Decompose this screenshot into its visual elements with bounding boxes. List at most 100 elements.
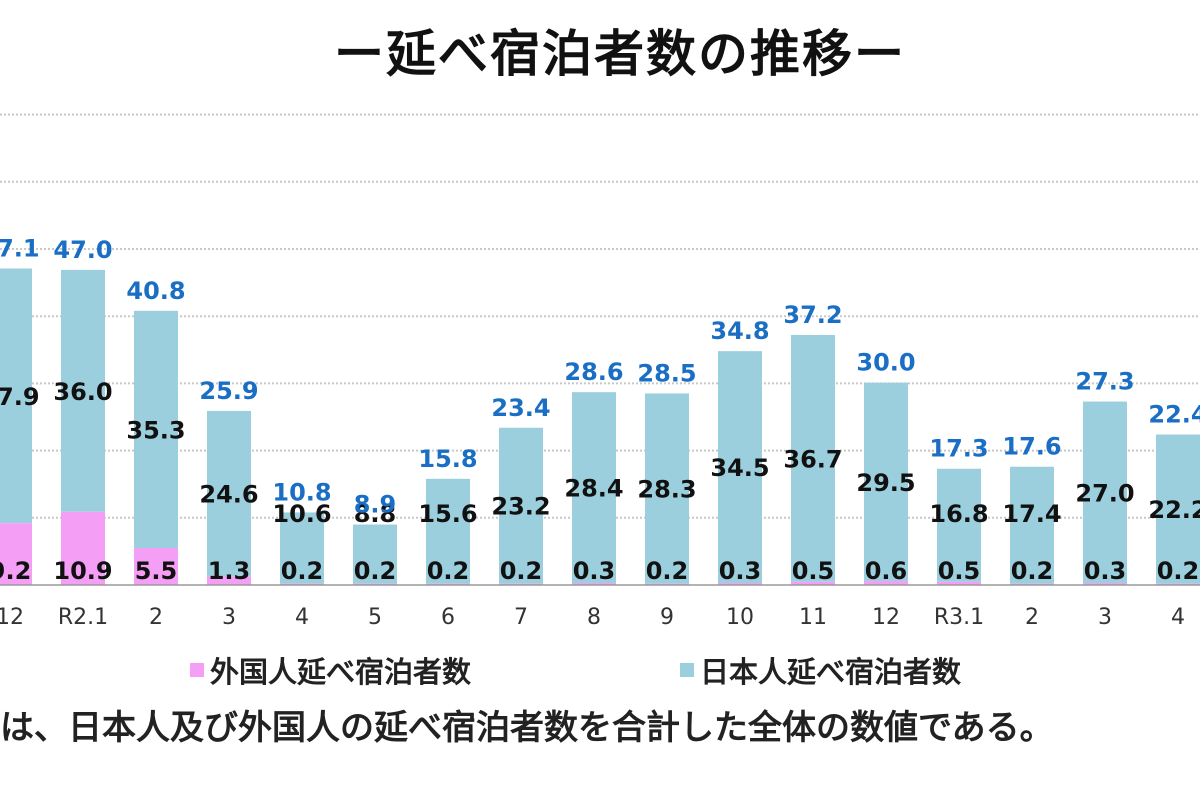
data-label-foreign: 0.2 (354, 557, 397, 585)
data-label-japanese: 27.0 (1075, 479, 1134, 507)
bar-japanese (1083, 401, 1127, 583)
bar-japanese (134, 310, 178, 549)
bar-group: 1.3 24.6 25.9 (199, 377, 259, 585)
bar-foreign (207, 576, 251, 585)
data-label-total: 47.0 (53, 236, 112, 264)
data-label-total: 34.8 (710, 317, 769, 345)
bar-japanese (1156, 434, 1200, 584)
data-label-foreign: 0.6 (865, 557, 908, 585)
data-label-foreign: 0.2 (1157, 557, 1200, 585)
bar-group: 0.5 16.8 17.3 (929, 435, 989, 585)
data-label-japanese: 36.7 (783, 445, 842, 473)
bar-japanese (645, 393, 689, 584)
data-label-japanese: 17.4 (1002, 500, 1061, 528)
bar-groups: 9.2 37.9 47.1 10.9 36.0 47.0 5.5 35.3 40.8 1.3 24.… (0, 234, 1200, 585)
bar-japanese (572, 392, 616, 583)
bar-group: 0.5 36.7 37.2 (783, 301, 843, 585)
bar-japanese (207, 410, 251, 577)
data-label-foreign: 0.2 (1011, 557, 1054, 585)
legend-label-foreign: 外国人延べ宿泊者数 (210, 655, 472, 689)
legend-item-japanese: 日本人延べ宿泊者数 (680, 650, 961, 690)
x-tick-label: 8 (587, 605, 601, 630)
data-label-total: 30.0 (856, 349, 915, 377)
data-label-foreign: 0.5 (938, 557, 981, 585)
data-label-total: 8.9 (354, 491, 397, 519)
data-label-japanese: 28.4 (564, 475, 623, 503)
bar-foreign (1083, 582, 1127, 585)
bar-group: 0.3 27.0 27.3 (1075, 368, 1135, 585)
bar-foreign (791, 581, 835, 585)
data-label-foreign: 0.2 (281, 557, 324, 585)
bar-group: 0.2 23.2 23.4 (491, 394, 551, 585)
x-tick-label: R2.1 (58, 605, 108, 630)
data-label-japanese: 10.6 (272, 500, 331, 528)
bar-group: 0.2 17.4 17.6 (1002, 433, 1062, 585)
x-tick-label: 6 (441, 605, 455, 630)
data-label-total: 40.8 (126, 277, 185, 305)
x-tick-label: 10 (726, 605, 754, 630)
data-label-total: 25.9 (199, 377, 258, 405)
data-label-foreign: 1.3 (208, 557, 251, 585)
data-label-japanese: 24.6 (199, 481, 258, 509)
x-tick-labels: 12 R2.1 2 3 4 5 6 7 8 9 10 11 12 R3.1 2 3 4 (0, 605, 1185, 630)
data-label-japanese: 16.8 (929, 500, 988, 528)
data-label-total: 28.6 (564, 358, 623, 386)
data-label-japanese: 36.0 (53, 378, 112, 406)
data-label-japanese: 22.2 (1148, 496, 1200, 524)
data-label-total: 17.3 (929, 435, 988, 463)
x-tick-label: 5 (368, 605, 382, 630)
x-tick-label: 12 (0, 605, 24, 630)
legend-label-japanese: 日本人延べ宿泊者数 (700, 655, 962, 689)
x-tick-label: 2 (149, 605, 163, 630)
bar-group: 0.2 10.610.8 (272, 478, 332, 585)
data-label-foreign: 5.5 (135, 557, 178, 585)
bar-japanese (0, 268, 32, 524)
x-tick-label: 3 (1098, 605, 1112, 630)
x-tick-label: 4 (1171, 605, 1185, 630)
data-label-foreign: 10.9 (53, 557, 112, 585)
data-label-total: 10.8 (272, 478, 331, 506)
data-label-japanese: 23.2 (491, 493, 550, 521)
data-label-foreign: 9.2 (0, 557, 31, 585)
legend-item-foreign: 外国人延べ宿泊者数 (190, 650, 471, 690)
bar-foreign (718, 582, 762, 585)
data-label-total: 17.6 (1002, 433, 1061, 461)
bar-group: 0.6 29.5 30.0 (856, 349, 916, 585)
data-label-total: 27.3 (1075, 368, 1134, 396)
bar-group: 0.2 28.3 28.5 (637, 359, 697, 585)
data-label-japanese: 29.5 (856, 469, 915, 497)
data-label-total: 37.2 (783, 301, 842, 329)
x-tick-label: 4 (295, 605, 309, 630)
bar-foreign (0, 523, 32, 585)
data-label-japanese: 34.5 (710, 454, 769, 482)
data-label-japanese: 8.8 (354, 500, 397, 528)
data-label-japanese: 37.9 (0, 383, 40, 411)
x-tick-label: 7 (514, 605, 528, 630)
data-label-japanese: 15.6 (418, 500, 477, 528)
bar-group: 10.9 36.0 47.0 (53, 236, 113, 585)
data-label-total: 15.8 (418, 445, 477, 473)
bar-group: 5.5 35.3 40.8 (126, 277, 186, 585)
x-tick-label: 12 (872, 605, 900, 630)
x-tick-label: R3.1 (934, 605, 984, 630)
bar-foreign (572, 582, 616, 585)
bar-foreign (61, 511, 105, 585)
data-label-foreign: 0.2 (646, 557, 689, 585)
legend-swatch-japanese (680, 663, 694, 677)
data-label-japanese: 35.3 (126, 416, 185, 444)
bar-foreign (937, 581, 981, 585)
bar-foreign (864, 580, 908, 585)
data-label-foreign: 0.3 (719, 557, 762, 585)
bar-japanese (280, 512, 324, 584)
footnote: は、日本人及び外国人の延べ宿泊者数を合計した全体の数値である。 (0, 708, 1054, 748)
bar-group: 0.2 22.2 22.4 (1148, 400, 1200, 585)
bar-chart: 9.2 37.9 47.1 10.9 36.0 47.0 5.5 35.3 40.8 1.3 24.… (0, 113, 1200, 630)
data-label-total: 47.1 (0, 234, 40, 262)
bar-japanese (937, 468, 981, 582)
bar-group: 0.3 28.4 28.6 (564, 358, 624, 585)
bar-japanese (499, 427, 543, 584)
x-tick-label: 2 (1025, 605, 1039, 630)
bar-group: 9.2 37.9 47.1 (0, 234, 40, 585)
data-label-foreign: 0.3 (573, 557, 616, 585)
data-label-total: 22.4 (1148, 400, 1200, 428)
